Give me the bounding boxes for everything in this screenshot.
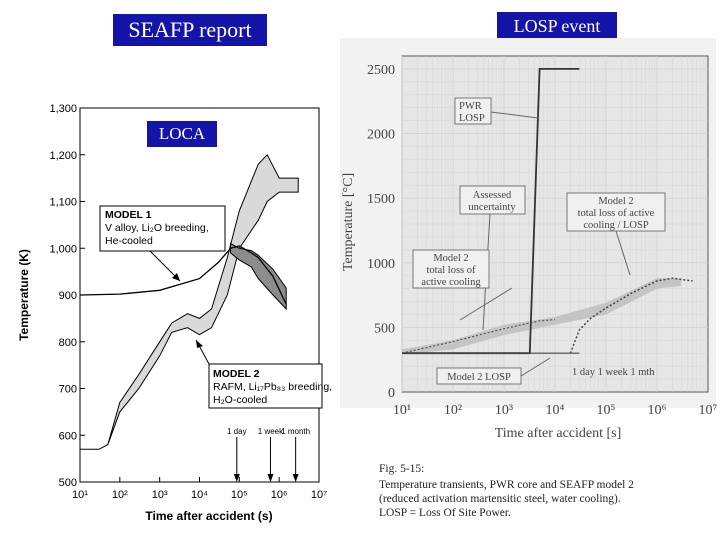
left-x-axis-label: Time after accident (s) — [145, 509, 272, 523]
left-x-tick-label: 10¹ — [72, 489, 88, 501]
uncertainty-label-2: uncertainty — [468, 202, 516, 213]
right-title: LOSP event — [497, 12, 617, 40]
time-marker-arrow — [267, 474, 274, 482]
model1-pointer-head — [172, 273, 180, 281]
model2-losp-label: Model 2 LOSP — [447, 372, 511, 383]
model2-label-box — [208, 363, 323, 409]
caption-line-2: Temperature transients, PWR core and SEA… — [379, 479, 634, 491]
left-y-tick-label: 900 — [59, 290, 77, 302]
left-y-tick-label: 1,100 — [49, 197, 77, 209]
left-y-axis-label: Temperature (K) — [17, 249, 31, 341]
left-y-tick-label: 500 — [59, 477, 77, 489]
model2-pointer-head — [196, 340, 203, 348]
right-x-tick-label: 10³ — [495, 403, 513, 418]
model2-tla-pointer — [459, 287, 513, 321]
right-x-tick-label: 10⁵ — [597, 403, 616, 418]
right-y-tick-label: 500 — [374, 321, 395, 336]
model2-label-title: MODEL 2 — [213, 368, 260, 380]
model2-tla-box — [412, 249, 490, 289]
model1-line — [79, 245, 287, 305]
time-marker-arrow — [292, 474, 299, 482]
loca-label: LOCA — [147, 121, 217, 147]
left-x-tick-label: 10⁴ — [191, 489, 208, 501]
model2-tlal-pointer — [615, 230, 631, 276]
right-y-tick-label: 1000 — [367, 257, 395, 272]
right-time-labels: 1 day 1 week 1 mth — [572, 367, 655, 378]
pwr-losp-pointer — [490, 111, 539, 119]
model2-total-loss-losp-line — [569, 277, 693, 354]
left-bands — [80, 153, 299, 450]
pwr-losp-label-2: LOSP — [459, 113, 485, 124]
model2-label-line2: RAFM, Li₁₇Pb₈₃ breeding, — [213, 381, 332, 393]
left-x-tick-label: 10⁷ — [311, 489, 327, 501]
right-x-tick-label: 10⁶ — [648, 403, 667, 418]
left-y-ticks: 500 600 700 800 900 1,000 1,100 1,200 1,300 — [49, 103, 85, 489]
left-x-tick-label: 10⁶ — [271, 489, 288, 501]
right-y-tick-label: 2500 — [367, 63, 395, 78]
model2-losp-pointer — [520, 357, 551, 377]
time-marker-label: 1 day — [227, 427, 247, 436]
caption-line-1: Fig. 5-15: — [379, 463, 425, 475]
left-x-tick-label: 10³ — [152, 489, 168, 501]
model1-label-box — [99, 205, 226, 252]
model2-label-line3: H₂O-cooled — [213, 394, 267, 406]
time-marker-label: 1 month — [281, 427, 310, 436]
right-x-tick-label: 10⁴ — [546, 403, 565, 418]
time-marker-label: 1 week — [258, 427, 284, 436]
pwr-losp-box — [454, 97, 492, 125]
model2-band — [80, 153, 299, 450]
model2-tlal-label-3: cooling / LOSP — [583, 220, 648, 231]
time-marker-arrow — [233, 474, 240, 482]
right-y-axis-label: Temperature [°C] — [341, 173, 356, 271]
right-x-tick-label: 10⁷ — [699, 403, 718, 418]
right-x-axis-label: Time after accident [s] — [495, 426, 622, 441]
model2-tla-label-2: total loss of — [427, 265, 477, 276]
left-y-tick-label: 600 — [59, 430, 77, 442]
right-y-tick-label: 0 — [388, 386, 395, 401]
model2-tlal-label-1: Model 2 — [598, 196, 633, 207]
left-y-tick-label: 800 — [59, 337, 77, 349]
model2-tlal-label-2: total loss of active — [578, 208, 655, 219]
left-y-tick-label: 700 — [59, 384, 77, 396]
right-y-ticks: 0 500 1000 1500 2000 2500 — [367, 63, 395, 401]
right-y-tick-label: 2000 — [367, 128, 395, 143]
uncertainty-box — [459, 185, 526, 215]
left-x-tick-label: 10² — [112, 489, 128, 501]
right-x-tick-label: 10² — [444, 403, 462, 418]
model2-tla-label-3: active cooling — [421, 277, 481, 288]
model1-label-line3: He-cooled — [105, 235, 153, 247]
left-x-ticks: 10¹ 10² 10³ 10⁴ 10⁵ 10⁶ 10⁷ — [72, 477, 327, 501]
model1-label-line2: V alloy, Li₂O breeding, — [105, 222, 209, 234]
model2-total-loss-line — [401, 319, 556, 354]
right-x-ticks: 10¹ 10² 10³ 10⁴ 10⁵ 10⁶ 10⁷ — [393, 403, 718, 418]
caption-line-4: LOSP = Loss Of Site Power. — [379, 507, 511, 519]
left-x-tick-label: 10⁵ — [231, 489, 248, 501]
uncertainty-label-1: Assessed — [473, 190, 512, 201]
left-title: SEAFP report — [113, 14, 267, 46]
right-x-tick-label: 10¹ — [393, 403, 411, 418]
left-y-tick-label: 1,300 — [49, 103, 77, 115]
model1-band — [230, 242, 287, 311]
left-y-tick-label: 1,000 — [49, 243, 77, 255]
model2-tlal-box — [566, 192, 666, 232]
model2-tla-label-1: Model 2 — [433, 253, 468, 264]
pwr-losp-label-1: PWR — [459, 101, 482, 112]
left-y-tick-label: 1,200 — [49, 150, 77, 162]
caption-line-3: (reduced activation martensitic steel, w… — [379, 493, 621, 505]
uncertainty-band — [402, 278, 682, 355]
right-y-tick-label: 1500 — [367, 192, 395, 207]
model1-label-title: MODEL 1 — [105, 209, 152, 221]
